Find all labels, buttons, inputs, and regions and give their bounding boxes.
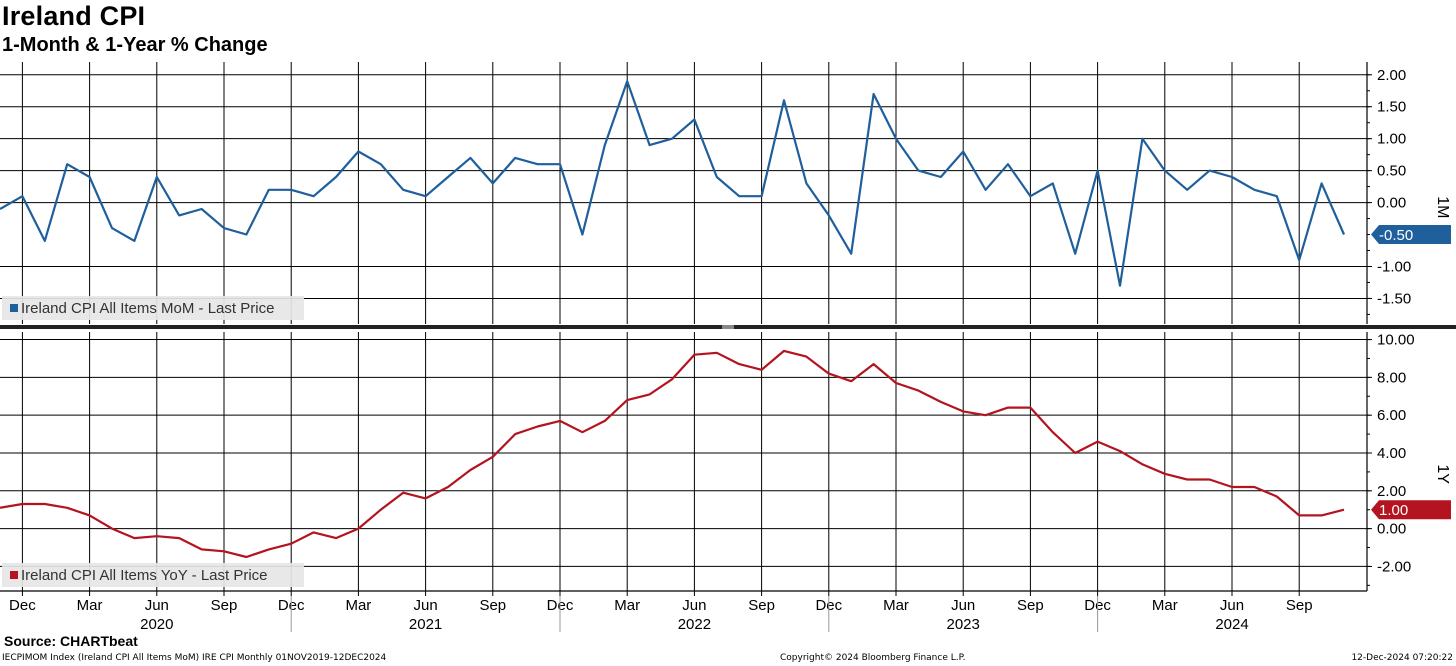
x-tick-label: Jun xyxy=(951,597,975,614)
y-tick-label: 2.00 xyxy=(1377,67,1406,84)
x-tick-label: Jun xyxy=(682,597,706,614)
y-tick-label: -1.00 xyxy=(1377,258,1411,275)
y-tick-label: 4.00 xyxy=(1377,445,1406,462)
mom-legend-box xyxy=(2,296,304,320)
y-tick-label: 2.00 xyxy=(1377,483,1406,500)
x-tick-label: Sep xyxy=(1017,597,1044,614)
footer-ticker-info: IECPIMOM Index (Ireland CPI All Items Mo… xyxy=(2,653,387,663)
x-tick-label: Jun xyxy=(1220,597,1244,614)
yoy-panel: 10.00 8.00 6.00 4.00 2.00 0.00 -2.00 1.00 1Y Irel… xyxy=(0,332,1451,591)
x-tick-label: Jun xyxy=(145,597,169,614)
mom-legend-swatch xyxy=(10,304,18,312)
mom-last-value-tag xyxy=(1371,225,1451,245)
y-tick-label: -1.50 xyxy=(1377,290,1411,307)
yoy-last-value-label: 1.00 xyxy=(1379,502,1408,519)
x-tick-label: Sep xyxy=(211,597,238,614)
x-tick-label: Sep xyxy=(748,597,775,614)
footer-copyright: Copyright© 2024 Bloomberg Finance L.P. xyxy=(780,653,966,663)
y-tick-label: 6.00 xyxy=(1377,407,1406,424)
chart-subtitle: 1-Month & 1-Year % Change xyxy=(2,34,268,56)
y-tick-label: 0.00 xyxy=(1377,521,1406,538)
year-label: 2022 xyxy=(678,616,711,633)
y-tick-label: -2.00 xyxy=(1377,558,1411,575)
year-label: 2020 xyxy=(140,616,173,633)
mom-last-value-label: -0.50 xyxy=(1379,227,1413,244)
y-tick-label: 1.00 xyxy=(1377,131,1406,148)
yoy-legend-label: Ireland CPI All Items YoY - Last Price xyxy=(21,567,268,584)
y-tick-label: 8.00 xyxy=(1377,369,1406,386)
y-tick-label: 10.00 xyxy=(1377,332,1415,349)
x-axis: Dec Mar Jun Sep Dec Mar Jun Sep Dec Mar Jun Sep Dec M… xyxy=(0,590,1367,633)
yoy-last-value-tag xyxy=(1371,500,1451,520)
x-tick-label: Mar xyxy=(345,597,371,614)
x-tick-label: Mar xyxy=(614,597,640,614)
yoy-series-line xyxy=(0,349,1345,559)
year-label: 2021 xyxy=(409,616,442,633)
yoy-panel-label: 1Y xyxy=(1434,464,1451,484)
yoy-legend-swatch xyxy=(10,571,18,579)
x-tick-label: Mar xyxy=(1152,597,1178,614)
y-tick-label: 0.00 xyxy=(1377,195,1406,212)
mom-panel: 2.00 1.50 1.00 0.50 0.00 -1.00 -1.50 -0.50 1M Ire… xyxy=(0,62,1451,324)
mom-panel-label: 1M xyxy=(1434,196,1451,218)
yoy-legend-box xyxy=(2,563,304,587)
x-tick-label: Sep xyxy=(479,597,506,614)
x-tick-label: Jun xyxy=(414,597,438,614)
mom-series-line xyxy=(0,80,1346,287)
y-tick-label: 0.50 xyxy=(1377,163,1406,180)
x-tick-label: Mar xyxy=(77,597,103,614)
chart-title: Ireland CPI xyxy=(2,1,146,31)
y-tick-label: 1.50 xyxy=(1377,99,1406,116)
panel-divider-handle xyxy=(722,325,734,329)
source-note: Source: CHARTbeat xyxy=(4,633,138,649)
footer-timestamp: 12-Dec-2024 07:20:22 xyxy=(1351,653,1453,663)
year-label: 2023 xyxy=(947,616,980,633)
x-tick-label: Dec xyxy=(9,597,36,614)
x-tick-label: Mar xyxy=(883,597,909,614)
mom-legend-label: Ireland CPI All Items MoM - Last Price xyxy=(21,300,274,317)
x-tick-label: Sep xyxy=(1286,597,1313,614)
year-label: 2024 xyxy=(1215,616,1248,633)
